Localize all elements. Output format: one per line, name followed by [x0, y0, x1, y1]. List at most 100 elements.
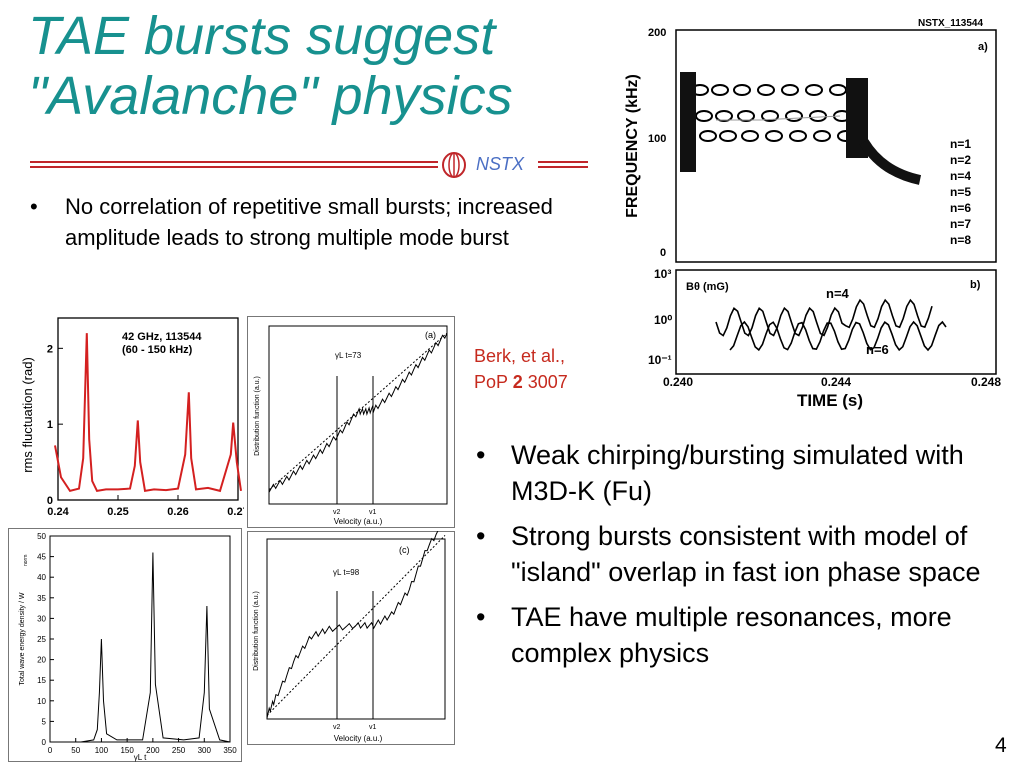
y-tick-low: 10⁻¹ — [648, 353, 672, 367]
plot-frame — [268, 325, 448, 505]
plot-frame-b — [675, 269, 997, 375]
gamma-annotation: γL t=73 — [335, 351, 362, 360]
spectro-contour — [715, 110, 733, 122]
y-tick-mid: 10⁰ — [654, 313, 672, 327]
y-tick-label: 35 — [37, 594, 46, 603]
y-tick-label: 20 — [37, 656, 46, 665]
bullet-list-bottom: • Weak chirping/bursting simulated with … — [474, 437, 1014, 680]
bullet-marker: • — [30, 194, 38, 219]
spectrogram-contours — [680, 72, 922, 185]
spectro-chirp — [859, 139, 922, 185]
v2-label: v2 — [333, 724, 341, 731]
y-tick-label: 5 — [42, 717, 47, 726]
panel-label: a) — [978, 41, 988, 53]
x-tick-label: 0.26 — [167, 506, 188, 518]
distribution-chart-a: (a) γL t=73 v2 v1 Velocity (a.u.) Distri… — [247, 316, 455, 528]
x-tick-label: 250 — [172, 746, 186, 755]
y-tick-label: 0 — [47, 495, 53, 507]
rms-trace-series — [54, 333, 242, 493]
dist-a-trace-series — [268, 332, 448, 493]
bullet-text: No correlation of repetitive small burst… — [65, 194, 553, 250]
y-axis-label-sub: norm — [23, 555, 29, 566]
y-tick-label: 15 — [37, 676, 46, 685]
x-tick-label: 50 — [71, 746, 80, 755]
spectro-contour — [737, 110, 755, 122]
series-label-n6: n=6 — [866, 342, 889, 357]
wave-energy-series — [50, 552, 231, 743]
mode-label: n=5 — [950, 185, 971, 199]
spectro-contour — [781, 84, 799, 96]
y-tick-label: 50 — [37, 532, 46, 541]
spectrogram-chart: NSTX_113544 a) 200 100 0 FREQUENCY (kHz)… — [624, 18, 1001, 410]
tick-group: 0.24 0.25 0.26 0.27 0 1 2 — [47, 343, 244, 518]
y-tick-label: 1 — [47, 419, 53, 431]
spectro-contour — [711, 84, 729, 96]
panel-border — [247, 316, 455, 528]
bullet-marker: • — [476, 521, 486, 551]
nstx-logo: NSTX — [438, 150, 538, 180]
y-axis-label: Distribution function (a.u.) — [253, 591, 260, 671]
spectro-contour — [805, 84, 823, 96]
title-line-1: TAE bursts suggest — [28, 6, 496, 66]
bullet-item: • Weak chirping/bursting simulated with … — [474, 437, 1014, 509]
mode-label: n=1 — [950, 137, 971, 151]
b-field-series-2 — [729, 320, 947, 352]
x-tick-label: 350 — [223, 746, 237, 755]
annotation-line-1: 42 GHz, 113544 — [122, 331, 202, 343]
title-rule-right — [538, 160, 588, 170]
y-tick-label: 45 — [37, 553, 46, 562]
mode-label: n=7 — [950, 217, 971, 231]
plot-frame — [57, 317, 239, 501]
mode-label: n=6 — [950, 201, 971, 215]
x-tick-label: 300 — [198, 746, 212, 755]
bullet-text: Strong bursts consistent with model of "… — [511, 521, 981, 587]
b-field-series-1 — [715, 298, 933, 337]
panel-label-b: b) — [970, 279, 981, 291]
mode-label: n=8 — [950, 233, 971, 247]
spectro-contour — [765, 130, 783, 142]
spectro-contour — [785, 110, 803, 122]
spectro-burst — [680, 72, 696, 172]
x-tick-0248: 0.248 — [971, 375, 1001, 389]
x-tick-label: 0.25 — [107, 506, 128, 518]
panel-border — [8, 528, 242, 762]
tick-group: 0 50 100 150 200 250 300 350 0 5 10 15 20 25 30 35 40 45 5… — [37, 532, 237, 755]
annotation-line-2: (60 - 150 kHz) — [122, 344, 193, 356]
title-rule-left — [30, 160, 438, 170]
logo-text: NSTX — [476, 154, 525, 174]
spectro-contour — [761, 110, 779, 122]
citation-volume: 2 — [512, 372, 523, 392]
bullet-list-top: • No correlation of repetitive small bur… — [28, 191, 588, 253]
x-axis-label: TIME (s) — [797, 391, 863, 410]
y-tick-label: 10 — [37, 697, 46, 706]
y-tick-200: 200 — [648, 27, 666, 39]
y-tick-label: 0 — [42, 738, 47, 747]
panel-label: (a) — [425, 330, 436, 340]
bullet-item: • Strong bursts consistent with model of… — [474, 518, 1014, 590]
x-axis-label: Velocity (a.u.) — [334, 517, 383, 526]
citation: Berk, et al., PoP 2 3007 — [474, 343, 568, 395]
x-tick-label: 0 — [48, 746, 53, 755]
citation-journal: PoP — [474, 372, 513, 392]
x-axis-label: γL t — [134, 753, 147, 762]
mode-label: n=4 — [950, 169, 971, 183]
nstx-emblem-icon — [442, 152, 466, 178]
panel-border — [247, 531, 455, 745]
x-tick-label: 0.27 — [227, 506, 244, 518]
bullet-text: Weak chirping/bursting simulated with M3… — [511, 440, 964, 506]
y-axis-label: FREQUENCY (kHz) — [624, 74, 641, 218]
mode-label: n=2 — [950, 153, 971, 167]
x-axis-label: Velocity (a.u.) — [334, 734, 383, 743]
bullet-item: • No correlation of repetitive small bur… — [28, 191, 588, 253]
v1-label: v1 — [369, 724, 377, 731]
x-tick-label: 150 — [120, 746, 134, 755]
slide-title: TAE bursts suggest "Avalanche" physics — [28, 6, 618, 126]
page-number: 4 — [995, 734, 1007, 757]
rms-y-axis-label: rms fluctuation (rad) — [20, 357, 35, 473]
panel-label: (c) — [399, 545, 410, 555]
plot-frame — [266, 538, 446, 720]
y-tick-high: 10³ — [654, 267, 671, 281]
spectro-faint-trace — [716, 115, 841, 121]
x-tick-0240: 0.240 — [663, 375, 693, 389]
citation-line-1: Berk, et al., — [474, 346, 566, 366]
